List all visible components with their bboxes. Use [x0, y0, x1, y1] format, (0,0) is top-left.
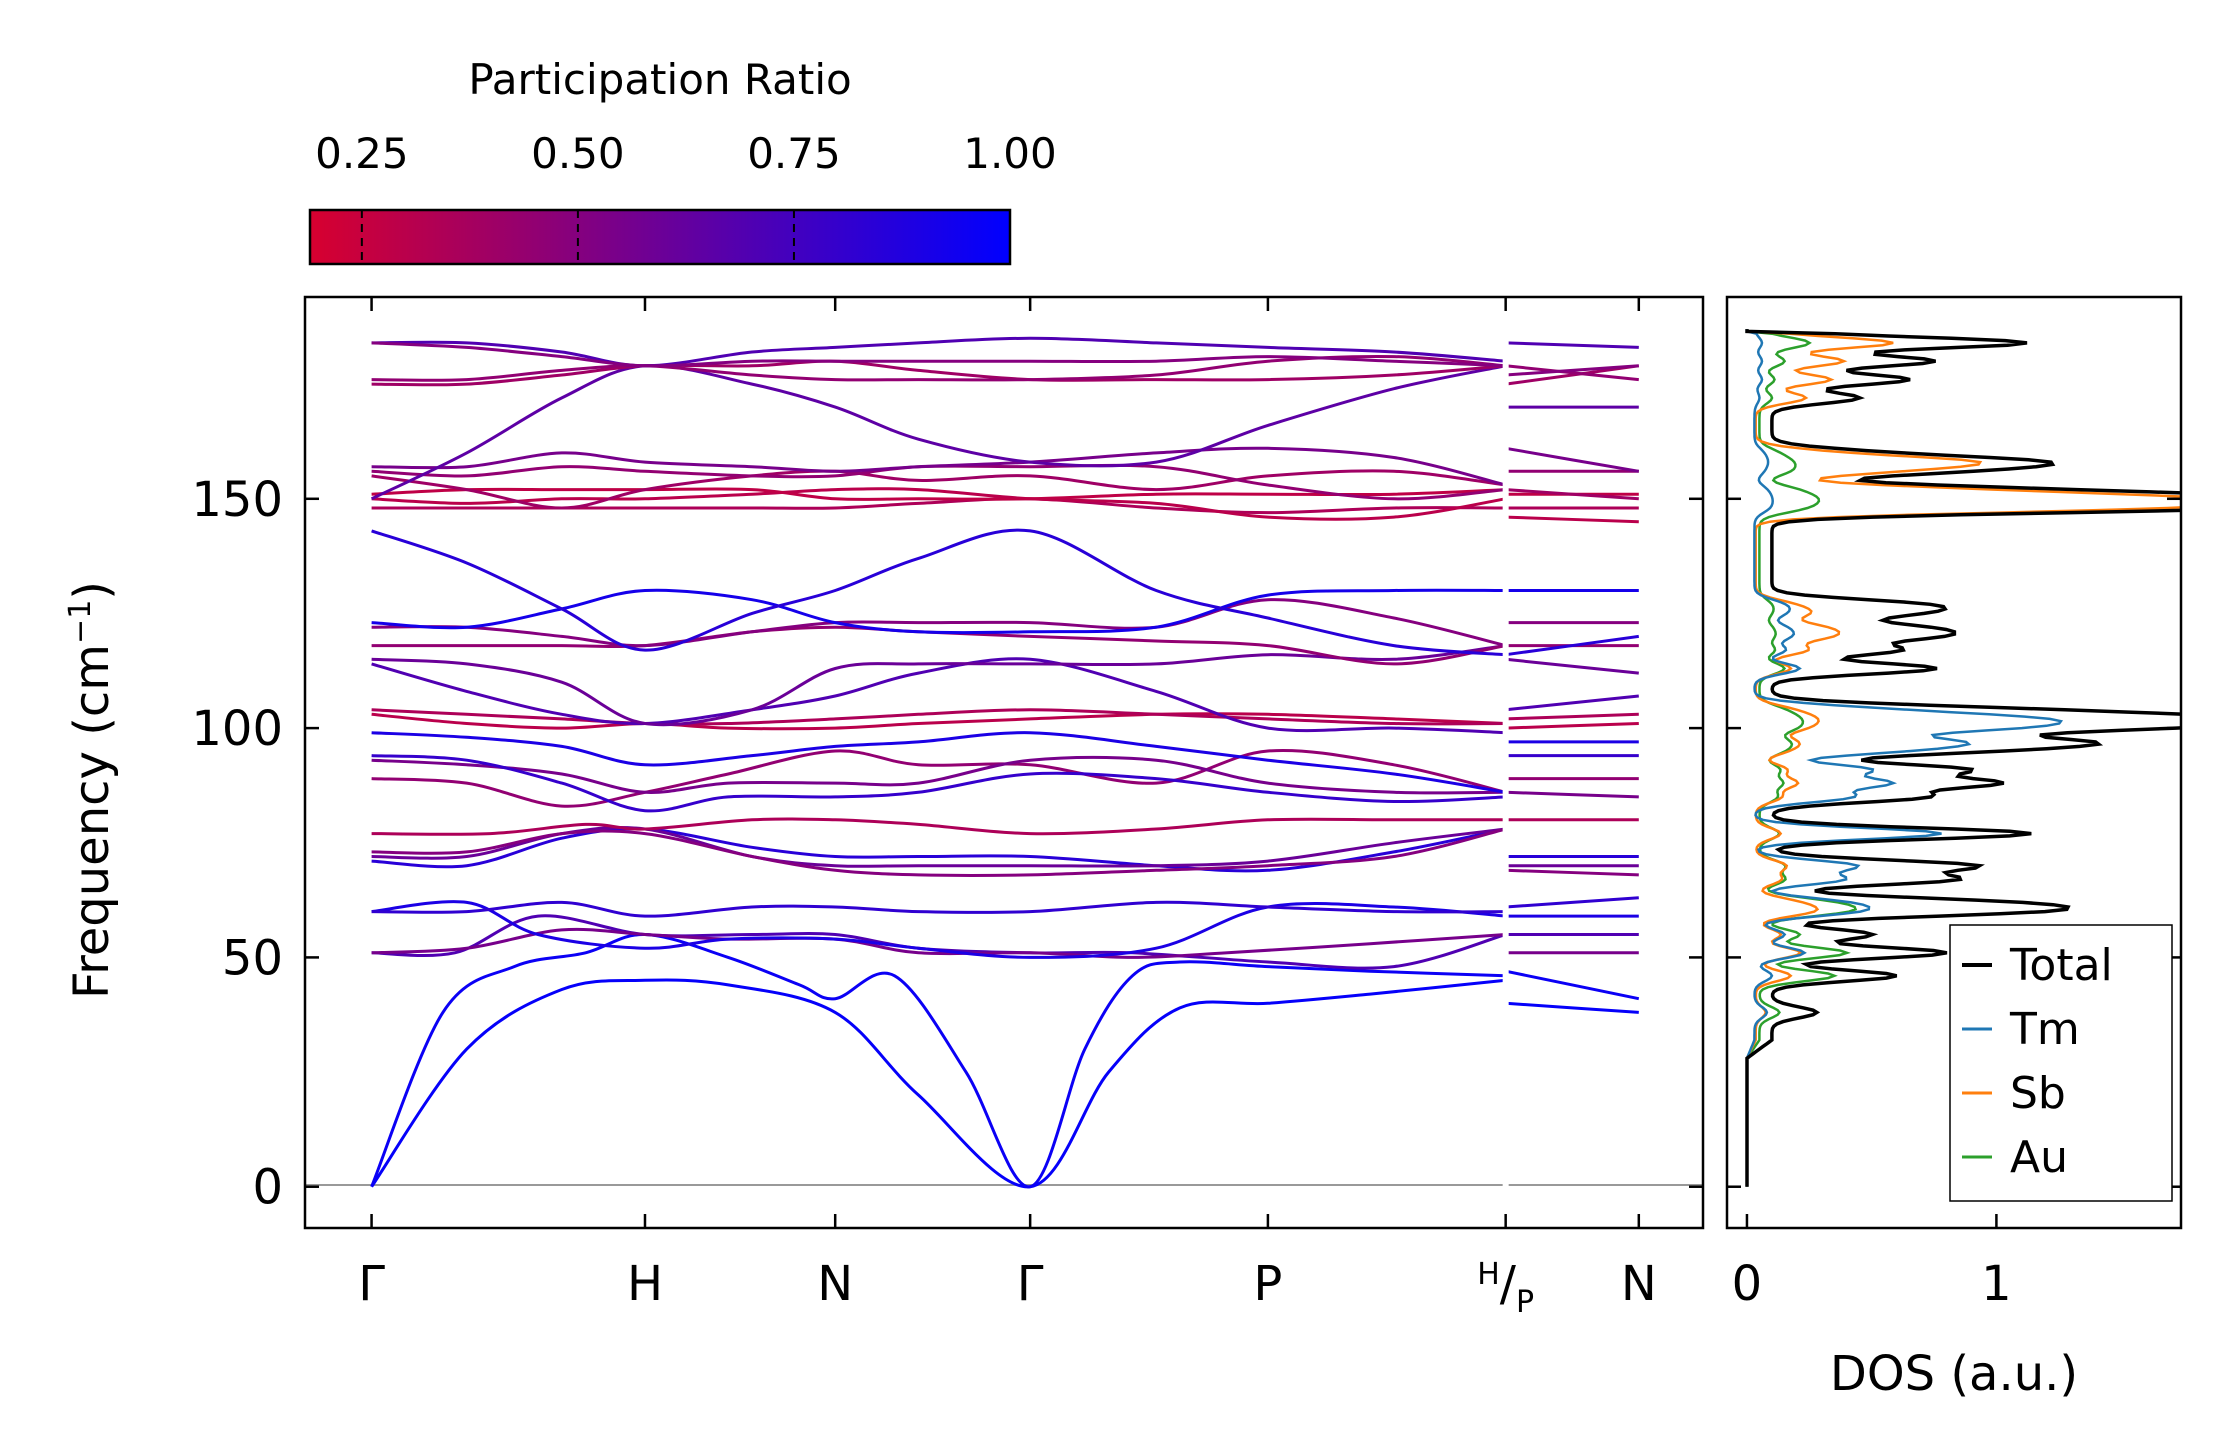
- k-label-HP: H/P: [1477, 1256, 1534, 1320]
- band-line: [371, 469, 1506, 510]
- k-label: H: [627, 1256, 663, 1312]
- colorbar-tick-label: 1.00: [963, 129, 1057, 178]
- band-line: [371, 644, 1506, 727]
- k-label: N: [1621, 1256, 1657, 1312]
- band-line: [371, 754, 1506, 813]
- band-line: [371, 827, 1506, 873]
- dos-line-au: [1745, 329, 1858, 1187]
- band-line: [371, 598, 1507, 648]
- band-line-segment: [1505, 969, 1640, 1001]
- k-label-H-sup: H: [1477, 1257, 1500, 1292]
- band-line: [371, 657, 1506, 735]
- band-y-axis-label: Frequency (cm−1): [63, 581, 120, 999]
- band-line: [370, 364, 1506, 501]
- legend-frame: [1949, 924, 2173, 1202]
- band-line: [371, 712, 1506, 731]
- ylabel-sup: −1: [63, 600, 98, 644]
- y-tick-label: 0: [252, 1160, 283, 1216]
- band-line: [371, 755, 1506, 795]
- band-line-segment: [1505, 868, 1639, 877]
- band-line-segment: [1505, 488, 1639, 501]
- dos-x-axis-label: DOS (a.u.): [1830, 1346, 2078, 1402]
- band-line-segment: [1505, 1001, 1639, 1014]
- path-break-gap: [1502, 327, 1509, 1198]
- k-label: N: [817, 1256, 853, 1312]
- k-label: P: [1253, 1256, 1282, 1312]
- band-line-segment: [1505, 634, 1640, 657]
- band-line: [371, 487, 1506, 521]
- colorbar-tick-label: 0.25: [315, 129, 409, 178]
- band-line-segment: [1505, 364, 1639, 382]
- colorbar-ticks: 0.25 0.50 0.75 1.00: [315, 129, 1057, 264]
- dos-x-tick-label: 1: [1981, 1256, 2012, 1312]
- colorbar-tick-label: 0.50: [531, 129, 625, 178]
- legend-label: Au: [2010, 1132, 2068, 1183]
- band-line-segment: [1505, 790, 1639, 799]
- y-tick-label: 50: [222, 930, 283, 986]
- band-y-ticks: 0 50 100 150: [191, 472, 1703, 1216]
- band-line: [371, 336, 1506, 368]
- band-line: [371, 354, 1506, 382]
- band-line-segment: [1505, 694, 1639, 712]
- band-line-segment: [1505, 515, 1639, 524]
- legend-label: Tm: [2009, 1004, 2080, 1055]
- band-line: [371, 341, 1506, 368]
- legend-items: Total Tm Sb Au: [1962, 940, 2113, 1183]
- legend-label: Total: [2009, 940, 2113, 991]
- dos-legend: Total Tm Sb Au: [1949, 924, 2173, 1202]
- dos-line-total: [1745, 329, 2181, 1187]
- dos-frame: [1725, 295, 2183, 1230]
- colorbar-gradient: [308, 208, 1012, 266]
- band-line-segment: [1505, 341, 1639, 349]
- k-label-P-sub: P: [1516, 1285, 1534, 1320]
- dos-lines: [1745, 329, 2181, 1187]
- band-line: [371, 749, 1507, 808]
- band-line-segment: [1505, 364, 1639, 377]
- band-k-ticks: Γ H N Γ P H/P N: [358, 297, 1657, 1320]
- band-line-segment: [1505, 657, 1639, 675]
- band-line: [371, 731, 1506, 794]
- band-line: [371, 487, 1506, 501]
- colorbar-title: Participation Ratio: [468, 55, 851, 104]
- band-lines: [370, 327, 1640, 1198]
- band-line: [371, 446, 1507, 487]
- legend-label: Sb: [2010, 1068, 2066, 1119]
- k-label: Γ: [1017, 1256, 1044, 1312]
- band-line: [371, 588, 1506, 635]
- band-line-segment: [1505, 712, 1639, 721]
- band-line: [371, 708, 1506, 726]
- dos-x-tick-label: 0: [1732, 1256, 1763, 1312]
- band-line: [371, 827, 1507, 877]
- dos-line-tm: [1745, 329, 2064, 1187]
- band-line: [371, 359, 1506, 387]
- band-line-segment: [1505, 896, 1639, 909]
- band-line: [371, 528, 1506, 657]
- band-line: [371, 927, 1506, 959]
- k-label: Γ: [358, 1256, 385, 1312]
- band-line: [371, 900, 1506, 959]
- colorbar: Participation Ratio 0.25 0.50 0.75 1.00: [308, 55, 1057, 266]
- ylabel-main: Frequency (cm: [64, 644, 120, 999]
- ylabel-end: ): [64, 581, 120, 600]
- band-line-segment: [1505, 722, 1639, 730]
- k-label-slash: /: [1500, 1256, 1517, 1312]
- band-line: [371, 900, 1506, 918]
- band-line: [370, 932, 1506, 1189]
- y-tick-label: 100: [191, 701, 283, 757]
- colorbar-tick-label: 0.75: [747, 129, 841, 178]
- band-frame: [303, 295, 1705, 1230]
- band-line: [371, 817, 1506, 836]
- band-line: [370, 978, 1506, 1189]
- band-line-segment: [1505, 446, 1640, 473]
- y-tick-label: 150: [191, 472, 283, 528]
